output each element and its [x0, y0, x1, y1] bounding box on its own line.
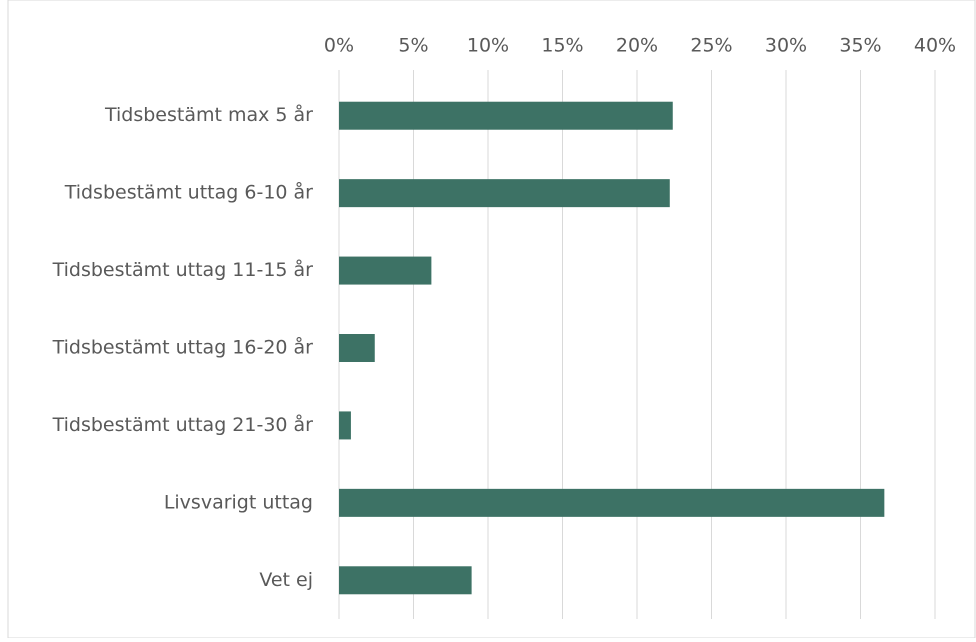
bar — [339, 488, 885, 517]
bar — [339, 101, 673, 130]
x-tick-label: 30% — [765, 35, 807, 57]
bar — [339, 256, 432, 285]
chart-frame — [7, 0, 976, 639]
y-tick-label: Tidsbestämt uttag 16-20 år — [52, 336, 314, 359]
x-tick-label: 25% — [690, 35, 732, 57]
x-tick-label: 40% — [914, 35, 956, 57]
x-tick-label: 0% — [324, 35, 354, 57]
bar — [339, 411, 351, 440]
x-tick-label: 15% — [541, 35, 583, 57]
y-tick-label: Vet ej — [259, 569, 313, 591]
y-tick-label: Tidsbestämt uttag 11-15 år — [52, 258, 314, 281]
bar — [339, 179, 670, 208]
bar — [339, 334, 375, 362]
x-tick-label: 10% — [467, 35, 509, 57]
y-tick-label: Tidsbestämt uttag 6-10 år — [64, 181, 313, 204]
y-tick-label: Tidsbestämt max 5 år — [104, 103, 313, 126]
x-tick-label: 20% — [616, 35, 658, 57]
bar — [339, 566, 472, 595]
x-tick-label: 35% — [839, 35, 881, 57]
y-tick-label: Tidsbestämt uttag 21-30 år — [52, 413, 314, 436]
y-tick-label: Livsvarigt uttag — [164, 491, 313, 513]
x-tick-label: 5% — [398, 35, 428, 57]
